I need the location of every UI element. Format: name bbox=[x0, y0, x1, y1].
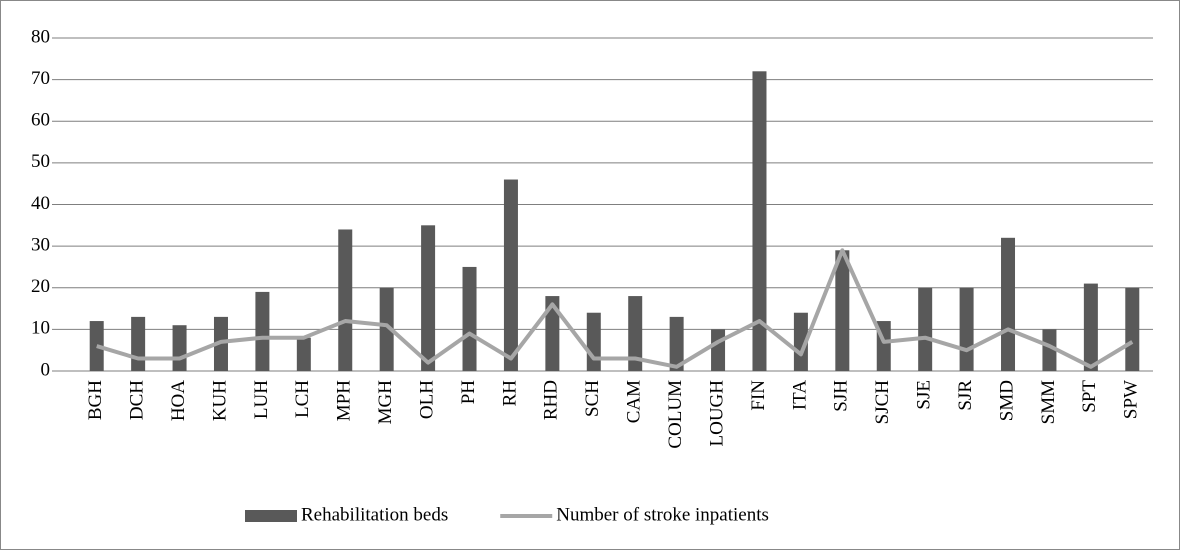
x-tick-label: SJR bbox=[955, 380, 976, 411]
y-tick-label: 40 bbox=[31, 193, 50, 214]
x-tick-label: RH bbox=[499, 380, 520, 407]
bar bbox=[918, 287, 933, 371]
x-tick-label: SCH bbox=[582, 380, 603, 417]
bar bbox=[586, 312, 601, 371]
bar bbox=[793, 312, 808, 371]
bar bbox=[1125, 287, 1140, 371]
bar bbox=[1042, 329, 1057, 371]
legend-swatch bbox=[245, 510, 297, 522]
x-tick-label: BGH bbox=[85, 380, 106, 420]
bar bbox=[959, 287, 974, 371]
x-tick-label: COLUM bbox=[665, 380, 686, 449]
bar bbox=[628, 296, 643, 371]
line bbox=[96, 248, 1134, 369]
y-tick-label: 80 bbox=[31, 26, 50, 47]
x-tick-label: LOUGH bbox=[706, 380, 727, 447]
y-tick-label: 20 bbox=[31, 276, 50, 297]
legend-label: Number of stroke inpatients bbox=[556, 504, 769, 525]
bar bbox=[711, 329, 726, 371]
bar bbox=[835, 250, 850, 371]
x-tick-label: CAM bbox=[624, 380, 645, 423]
bar bbox=[296, 337, 311, 371]
x-tick-label: SPT bbox=[1079, 380, 1100, 413]
bar bbox=[545, 296, 560, 371]
bar bbox=[379, 287, 394, 371]
bar bbox=[1083, 283, 1098, 371]
x-tick-label: LCH bbox=[292, 380, 313, 418]
bar bbox=[255, 291, 270, 371]
x-tick-label: DCH bbox=[126, 380, 147, 420]
x-tick-label: MGH bbox=[375, 380, 396, 425]
x-tick-label: SJE bbox=[914, 380, 935, 410]
x-tick-label: ITA bbox=[789, 380, 810, 410]
bar bbox=[338, 229, 353, 371]
y-tick-label: 30 bbox=[31, 234, 50, 255]
y-tick-label: 60 bbox=[31, 110, 50, 131]
x-tick-label: SMM bbox=[1038, 380, 1059, 424]
x-tick-label: OLH bbox=[416, 380, 437, 419]
y-tick-label: 70 bbox=[31, 68, 50, 89]
x-tick-label: FIN bbox=[748, 380, 769, 411]
bar bbox=[421, 225, 436, 371]
bar bbox=[172, 325, 187, 371]
x-tick-label: SPW bbox=[1121, 380, 1142, 419]
bar bbox=[462, 266, 477, 371]
bar bbox=[669, 316, 684, 371]
x-tick-label: KUH bbox=[209, 380, 230, 421]
legend-label: Rehabilitation beds bbox=[301, 504, 448, 525]
y-tick-label: 0 bbox=[41, 359, 51, 380]
y-tick-label: 10 bbox=[31, 318, 50, 339]
x-tick-label: SJH bbox=[831, 380, 852, 412]
x-tick-label: LUH bbox=[251, 380, 272, 419]
bar bbox=[503, 179, 518, 371]
bar bbox=[752, 71, 767, 372]
x-tick-label: SJCH bbox=[872, 380, 893, 425]
x-tick-label: MPH bbox=[334, 380, 355, 421]
x-tick-label: HOA bbox=[168, 380, 189, 421]
x-tick-label: PH bbox=[458, 380, 479, 405]
bar bbox=[1001, 237, 1016, 371]
x-tick-label: RHD bbox=[541, 380, 562, 420]
x-tick-label: SMD bbox=[996, 380, 1017, 421]
bar bbox=[131, 316, 146, 371]
y-tick-label: 50 bbox=[31, 151, 50, 172]
